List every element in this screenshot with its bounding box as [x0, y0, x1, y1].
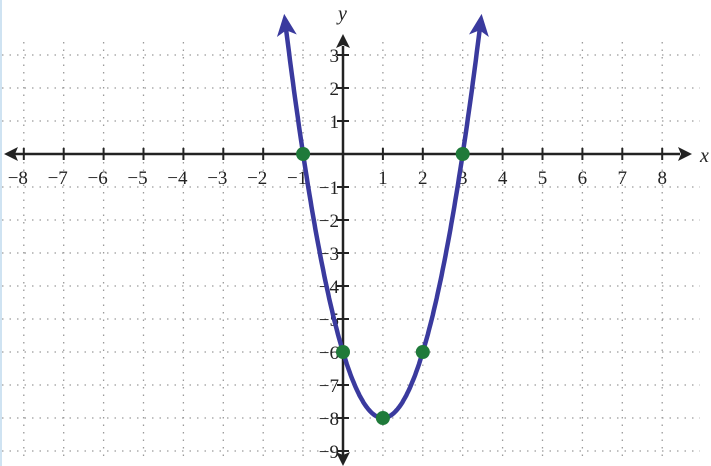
- data-point: [296, 147, 311, 161]
- x-tick-label: 2: [418, 168, 428, 189]
- y-tick-label: −1: [319, 178, 339, 199]
- x-axis-left-arrow: [4, 147, 18, 161]
- x-tick-label: 7: [618, 168, 628, 189]
- tick-labels: −8 −7 −6 −5 −4 −3 −2 −1 1 2 3 4 5 6 7 8−9−8−7−6−5−4−3−2…: [8, 46, 667, 463]
- data-point: [375, 411, 390, 425]
- data-point: [336, 345, 350, 359]
- y-axis-up-arrow: [336, 34, 350, 48]
- y-tick-label: −2: [319, 211, 339, 232]
- x-tick-label: 3: [458, 168, 468, 189]
- y-tick-label: −3: [319, 244, 339, 265]
- y-axis-down-arrow: [336, 452, 350, 466]
- data-point: [415, 345, 430, 359]
- curve-arrow-icon: [469, 13, 489, 37]
- grid: [2, 42, 700, 462]
- x-tick-label: −7: [48, 168, 68, 189]
- x-tick-label: 8: [657, 168, 667, 189]
- y-tick-label: 3: [330, 46, 340, 67]
- x-tick-label: −4: [167, 168, 188, 189]
- y-tick-label: −9: [319, 442, 339, 463]
- data-point: [455, 147, 470, 161]
- x-tick-label: 5: [538, 168, 548, 189]
- x-tick-label: −3: [207, 168, 227, 189]
- x-tick-label: −5: [127, 168, 147, 189]
- curve-arrow-icon: [276, 13, 297, 37]
- x-tick-label: −2: [247, 168, 267, 189]
- x-tick-label: −6: [87, 168, 107, 189]
- axes: [4, 34, 692, 466]
- y-tick-label: 2: [330, 79, 340, 100]
- x-tick-label: 1: [378, 168, 388, 189]
- y-tick-label: −6: [319, 343, 339, 364]
- x-tick-label: 4: [498, 168, 508, 189]
- y-tick-label: −7: [319, 376, 339, 397]
- x-axis-right-arrow: [678, 147, 692, 161]
- x-axis-label: x: [699, 145, 709, 167]
- x-tick-label: −1: [287, 168, 307, 189]
- parabola-curve: [282, 21, 483, 421]
- y-tick-label: −8: [319, 409, 339, 430]
- x-tick-label: −8: [8, 168, 28, 189]
- y-axis-label: y: [336, 3, 347, 25]
- points-group: [296, 147, 470, 425]
- y-tick-label: 1: [330, 112, 340, 133]
- x-tick-label: 6: [578, 168, 588, 189]
